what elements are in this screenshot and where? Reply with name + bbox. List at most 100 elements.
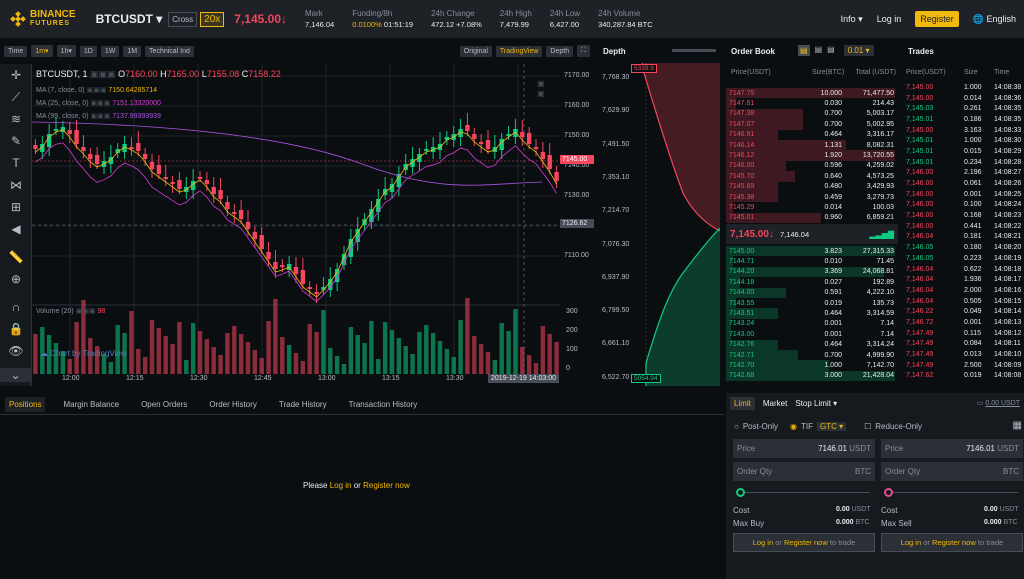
ob-row[interactable]: 7145.00 3.823 27,315.33: [726, 246, 898, 257]
eye-icon[interactable]: 👁: [8, 344, 24, 358]
ob-row[interactable]: 7147.61 0.030 214.43: [726, 98, 898, 109]
register-link[interactable]: Register now: [783, 538, 828, 547]
interval-1m-button[interactable]: 1m▾: [31, 45, 53, 57]
tab-margin-balance[interactable]: Margin Balance: [63, 399, 120, 409]
crosshair-icon[interactable]: ✛: [10, 68, 22, 82]
post-only-radio[interactable]: ○: [734, 422, 739, 431]
ob-row[interactable]: 7145.70 0.640 4,573.25: [726, 171, 898, 182]
ob-row[interactable]: 7145.29 0.014 100.03: [726, 202, 898, 213]
tab-market[interactable]: Market: [762, 399, 788, 408]
interval-1w-button[interactable]: 1W: [100, 45, 120, 57]
tradingview-watermark[interactable]: ☁ Chart by TradingView: [40, 349, 127, 358]
ob-row[interactable]: 7145.38 0.459 3,279.73: [726, 191, 898, 203]
language-selector[interactable]: 🌐 English: [973, 14, 1016, 25]
login-link[interactable]: Log in: [752, 538, 774, 547]
login-link[interactable]: Log in: [900, 538, 922, 547]
chart-canvas[interactable]: [31, 64, 560, 386]
interval-1d-button[interactable]: 1D: [79, 45, 97, 57]
text-icon[interactable]: T: [12, 156, 20, 170]
legend-controls-icon[interactable]: ▣▣▣: [90, 100, 111, 107]
original-view-button[interactable]: Original: [459, 45, 492, 57]
ob-both-icon[interactable]: ▤: [798, 45, 810, 56]
ob-row[interactable]: 7145.69 0.480 3,429.93: [726, 181, 898, 192]
buy-slider[interactable]: [738, 492, 870, 493]
margin-mode-button[interactable]: Cross: [168, 11, 198, 27]
prompt-register-link[interactable]: Register now: [363, 481, 410, 490]
ob-row[interactable]: 7142.68 3.000 21,428.04: [726, 370, 898, 382]
ob-row[interactable]: 7143.55 0.019 135.73: [726, 297, 898, 309]
ob-asks-icon[interactable]: ▤: [827, 45, 835, 54]
ob-row[interactable]: 7144.00 0.591 4,222.10: [726, 287, 898, 298]
ob-bids-icon[interactable]: ▤: [814, 45, 823, 54]
depth-canvas[interactable]: [598, 63, 720, 386]
symbol-selector[interactable]: BTCUSDT ▾: [96, 12, 163, 26]
brush-icon[interactable]: ✎: [10, 134, 22, 148]
sell-slider[interactable]: [886, 492, 1018, 493]
prompt-login-link[interactable]: Log in: [329, 481, 352, 490]
sell-price-input[interactable]: Price 7146.01 USDT: [881, 439, 1023, 458]
sell-login-button[interactable]: Log in or Register now to trade: [881, 533, 1023, 552]
depth-view-button[interactable]: Depth: [546, 45, 574, 57]
tab-order-history[interactable]: Order History: [209, 399, 257, 409]
screenshot-icon[interactable]: ▣: [537, 89, 545, 98]
ob-row[interactable]: 7146.14 1.131 8,082.31: [726, 139, 898, 151]
tab-transaction-history[interactable]: Transaction History: [348, 399, 418, 409]
ob-row[interactable]: 7142.71 0.700 4,999.90: [726, 349, 898, 361]
ob-row[interactable]: 7146.00 0.596 4,259.02: [726, 160, 898, 172]
leverage-button[interactable]: 20x: [200, 11, 225, 27]
legend-controls-icon[interactable]: ▣▣▣: [86, 87, 107, 94]
technical-indicators-button[interactable]: Technical Ind: [145, 45, 194, 57]
ob-row[interactable]: 7147.38 0.700 5,003.17: [726, 108, 898, 120]
interval-1mo-button[interactable]: 1M: [123, 45, 142, 57]
reduce-only-checkbox[interactable]: ☐: [864, 422, 872, 431]
ob-row[interactable]: 7145.01 0.960 6,859.21: [726, 212, 898, 224]
fib-icon[interactable]: ≋: [10, 112, 22, 126]
tif-radio[interactable]: ◉: [789, 422, 797, 431]
chart-settings-controls[interactable]: ▣ ▣: [537, 79, 545, 99]
info-menu[interactable]: Info ▾: [841, 14, 863, 25]
tab-open-orders[interactable]: Open Orders: [141, 399, 188, 409]
buy-qty-input[interactable]: Order Qty BTC: [733, 462, 875, 481]
ob-row[interactable]: 7142.76 0.464 3,314.24: [726, 339, 898, 350]
sell-slider-handle[interactable]: [884, 488, 893, 497]
precision-select[interactable]: 0.01 ▾: [843, 45, 874, 56]
login-link[interactable]: Log in: [876, 14, 902, 24]
ob-row[interactable]: 7143.24 0.001 7.14: [726, 318, 898, 330]
magnet-icon[interactable]: ∩: [11, 300, 21, 314]
tab-limit[interactable]: Limit: [730, 397, 755, 410]
zoom-icon[interactable]: ⊕: [10, 272, 22, 286]
ruler-icon[interactable]: 📏: [8, 250, 24, 264]
binance-logo[interactable]: BINANCE FUTURES: [10, 10, 76, 28]
buy-login-button[interactable]: Log in or Register now to trade: [733, 533, 875, 552]
legend-controls-icon[interactable]: ▣▣▣: [90, 69, 116, 79]
legend-controls-icon[interactable]: ▣▣▣: [75, 308, 96, 315]
pattern-icon[interactable]: ⋈: [10, 178, 22, 192]
tif-select[interactable]: GTC ▾: [816, 422, 847, 431]
register-button[interactable]: Register: [915, 11, 959, 27]
candlestick-chart[interactable]: BTCUSDT, 1 ▣▣▣ O7160.00 H7165.00 L7155.0…: [31, 64, 560, 386]
settings-icon[interactable]: ▣: [537, 79, 545, 88]
tab-trade-history[interactable]: Trade History: [278, 399, 327, 409]
buy-price-input[interactable]: Price 7146.01 USDT: [733, 439, 875, 458]
time-button[interactable]: Time: [4, 45, 28, 57]
calculator-icon[interactable]: ▦: [1012, 420, 1022, 431]
tradingview-button[interactable]: TradingView: [495, 45, 543, 57]
tab-stop-limit[interactable]: Stop Limit ▾: [795, 399, 838, 408]
ob-row[interactable]: 7146.12 1.920 13,720.55: [726, 150, 898, 161]
ob-row[interactable]: 7147.07 0.700 5,002.95: [726, 119, 898, 130]
fullscreen-icon[interactable]: ⛶: [577, 45, 590, 57]
ob-row[interactable]: 7146.91 0.464 3,316.17: [726, 129, 898, 140]
arrow-left-icon[interactable]: ◀: [11, 222, 21, 236]
trendline-icon[interactable]: ⟋: [11, 90, 21, 104]
legend-controls-icon[interactable]: ▣▣▣: [90, 113, 111, 120]
lock-icon[interactable]: 🔒: [8, 322, 24, 336]
ob-row[interactable]: 7147.75 10.000 71,477.50: [726, 88, 898, 99]
ob-row[interactable]: 7144.71 0.010 71.45: [726, 256, 898, 267]
depth-zoom-slider[interactable]: [672, 49, 716, 52]
tab-positions[interactable]: Positions: [5, 396, 46, 412]
interval-1h-button[interactable]: 1h▾: [56, 45, 76, 57]
ob-row[interactable]: 7143.00 0.001 7.14: [726, 329, 898, 340]
ob-row[interactable]: 7144.18 0.027 192.89: [726, 277, 898, 288]
sell-qty-input[interactable]: Order Qty BTC: [881, 462, 1023, 481]
ob-row[interactable]: 7142.70 1.000 7,142.70: [726, 360, 898, 371]
